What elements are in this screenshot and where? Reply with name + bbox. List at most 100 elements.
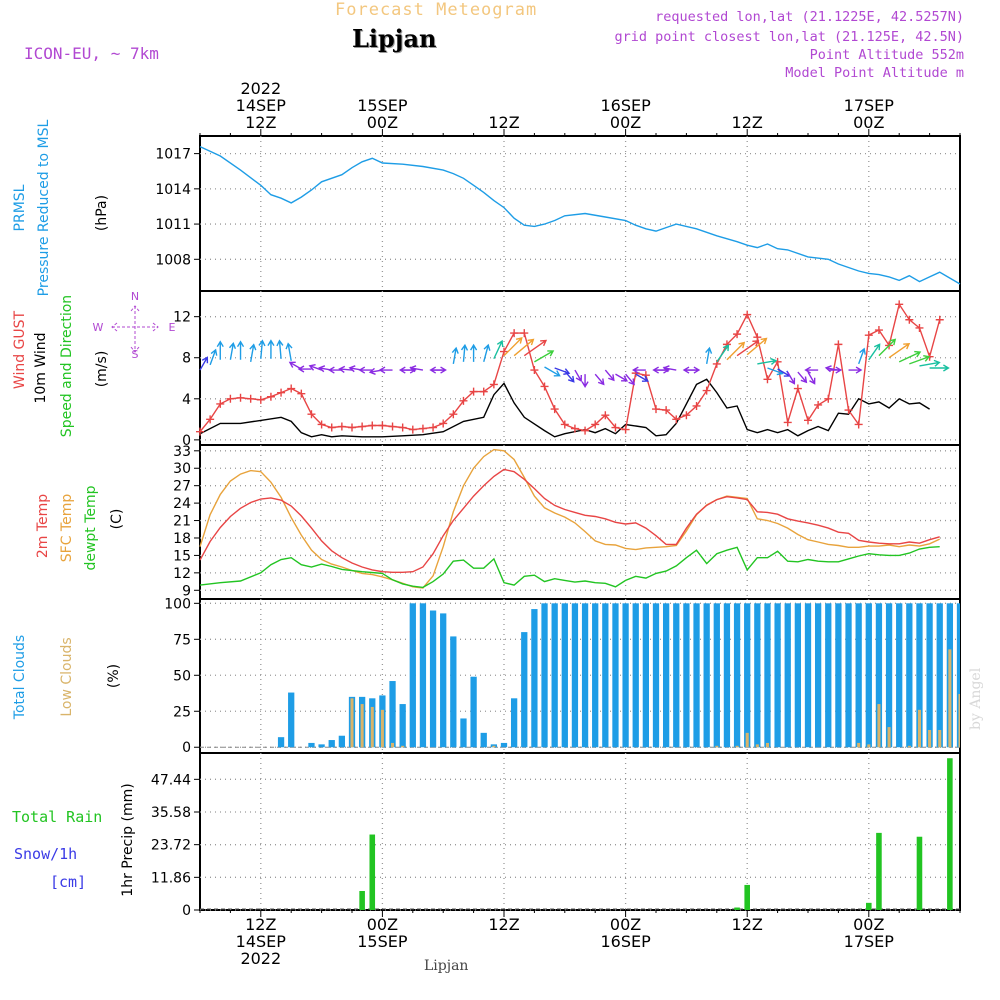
total-cloud-bar [835, 603, 842, 748]
sfc-temp-line [199, 448, 940, 589]
gust-marker [804, 416, 812, 425]
gust-marker [246, 394, 255, 403]
time-label-top: 00Z [853, 113, 884, 132]
compass-n: N [131, 290, 139, 303]
ytick-label-temperature: 15 [173, 548, 191, 564]
wind-arrow [746, 337, 768, 356]
total-cloud-bar [561, 603, 568, 748]
total-cloud-bar [744, 603, 751, 748]
ytick-label-pressure: 1017 [155, 147, 191, 163]
total-cloud-bar [926, 603, 933, 748]
wind-arrow [807, 371, 816, 385]
low-cloud-bar [887, 727, 891, 748]
wind-arrow [652, 366, 667, 374]
time-label-top: 00Z [367, 113, 398, 132]
wind-arrow [236, 340, 245, 360]
cloud-label-total: Total Clouds [12, 635, 28, 720]
ytick-label-temperature: 30 [173, 461, 191, 477]
total-cloud-bar [399, 704, 406, 748]
time-label-bottom: 12Z [488, 915, 519, 934]
total-cloud-bar [581, 603, 589, 748]
wind-arrow [409, 365, 424, 373]
panel-frame-precip [199, 752, 961, 911]
total-cloud-bar [602, 603, 609, 748]
total-cloud-bar [804, 603, 812, 748]
gust-marker [510, 329, 519, 338]
total-cloud-bar [662, 603, 670, 748]
wind-arrow [544, 366, 561, 377]
ytick-label-clouds: 50 [173, 668, 191, 684]
wind-arrow [460, 343, 469, 362]
ytick-label-wind: 4 [182, 392, 191, 408]
gust-marker [479, 387, 488, 396]
low-cloud-bar [380, 709, 384, 748]
total-cloud-bar [571, 603, 579, 748]
time-label-bottom: 17SEP [844, 932, 895, 951]
wind-arrow [804, 366, 819, 374]
legend-snow-unit: [cm] [50, 873, 87, 891]
time-label-top: 12Z [488, 113, 519, 132]
wind-arrow [736, 340, 760, 357]
wind-arrow [297, 365, 312, 373]
gust-marker [226, 394, 235, 403]
precip-unit: 1hr Precip (mm) [120, 783, 136, 896]
gust-marker [591, 420, 600, 429]
wind-arrow [267, 339, 275, 359]
wind-arrow [276, 339, 284, 359]
wind-arrow [594, 373, 605, 386]
wind-arrow [493, 339, 504, 360]
time-label-bottom: 00Z [853, 915, 884, 934]
ytick-label-precip: 0 [182, 903, 191, 919]
meteogram-title: Forecast Meteogram [335, 0, 538, 20]
legend-total-rain: Total Rain [12, 808, 103, 826]
total-cloud-bar [693, 603, 700, 748]
wind-arrow [848, 366, 863, 374]
wind-arrow [632, 366, 646, 374]
wind-arrow [228, 342, 237, 360]
wind-arrow [216, 340, 224, 360]
total-cloud-bar [652, 603, 660, 748]
ytick-label-clouds: 100 [164, 596, 191, 612]
wind-arrow [308, 363, 322, 371]
time-label-bottom: 12Z [245, 915, 276, 934]
gust-marker [256, 395, 265, 404]
total-cloud-bar [875, 603, 883, 748]
total-cloud-bar [531, 609, 538, 748]
gust-marker [935, 315, 944, 324]
ytick-label-wind: 0 [182, 433, 191, 449]
gust-marker [540, 382, 549, 391]
gust-marker [834, 340, 843, 349]
ytick-label-precip: 47.44 [151, 772, 191, 788]
gust-marker [763, 375, 772, 384]
gust-marker [530, 366, 539, 375]
wind-arrow [716, 344, 730, 363]
total-cloud-bar [612, 603, 619, 748]
compass-arrows [111, 305, 159, 353]
wind-arrow [398, 366, 413, 374]
pressure-label-prmsl: PRMSL [12, 184, 28, 231]
gust-marker [206, 415, 215, 424]
temp-label-dewpt: dewpt Temp [83, 485, 99, 570]
wind-arrow [929, 364, 950, 372]
low-cloud-bar [492, 745, 496, 748]
time-label-top: 16SEP [600, 96, 651, 115]
total-cloud-bar [409, 603, 416, 748]
compass-s: S [132, 348, 139, 361]
gust-marker [682, 411, 691, 420]
wind-label-10m: 10m Wind [33, 332, 49, 403]
bottom-location-label: Lipjan [424, 958, 469, 974]
gust-marker [196, 427, 204, 436]
ytick-label-clouds: 75 [173, 632, 191, 648]
low-cloud-bar [360, 704, 364, 748]
wind-arrow [483, 343, 491, 363]
gust-marker [844, 406, 853, 415]
wind-arrow [625, 373, 635, 386]
wind-arrow [564, 370, 575, 383]
total-cloud-bar [338, 735, 346, 748]
temp-2m-line [199, 468, 940, 573]
wind-arrow [574, 369, 582, 383]
gust-marker [733, 330, 742, 339]
low-cloud-bar [401, 745, 405, 748]
gust-marker [743, 310, 752, 319]
